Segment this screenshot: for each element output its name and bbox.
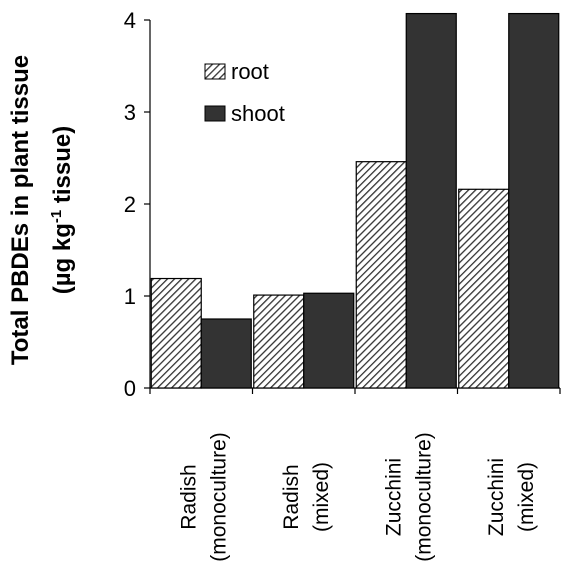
bar-root-0 [150,277,202,389]
y-tick-label: 4 [124,8,136,33]
bar-root-2 [355,161,407,389]
bars [150,12,560,389]
y-axis-label-unit-post: tissue) [49,126,76,210]
legend-swatch-root [204,63,226,80]
category-label-line: Zucchini [382,458,405,536]
y-axis-ticks: 0 1 2 3 4 [124,8,150,401]
y-tick-label: 0 [124,376,136,401]
y-tick-label: 3 [124,100,136,125]
x-axis-ticks [149,388,561,394]
y-axis-label: Total PBDEs in plant tissue (µg kg-1 tis… [7,55,76,365]
legend-label-root: root [231,59,269,84]
bar-root-1 [253,294,305,389]
bar-shoot-3 [508,12,560,389]
legend-label-shoot: shoot [231,101,285,126]
y-tick-label: 2 [124,192,136,217]
bar-shoot-2 [405,12,457,389]
bar-root-3 [458,188,510,389]
y-tick-label: 1 [124,284,136,309]
y-axis-label-unit-pre: (µg kg [49,223,76,294]
category-label-line: Radish [280,464,303,529]
category-label-line: Radish [177,464,200,529]
category-label-line: (monoculture) [207,432,230,562]
y-axis-label-line1: Total PBDEs in plant tissue [7,55,34,365]
category-label-line: (mixed) [310,462,333,532]
category-label-line: Zucchini [485,458,508,536]
legend: root shoot [204,59,285,126]
category-label-2: Zucchini (monoculture) [382,432,435,562]
category-label-line: (monoculture) [412,432,435,562]
legend-swatch-shoot [204,105,226,122]
bar-shoot-0 [200,318,252,389]
category-label-0: Radish (monoculture) [177,432,230,562]
category-labels: Radish (monoculture) Radish (mixed) Zucchini… [177,432,538,562]
category-label-1: Radish (mixed) [280,462,333,532]
category-label-3: Zucchini (mixed) [485,458,538,536]
y-axis-label-line2: (µg kg-1 tissue) [48,126,76,295]
bar-shoot-1 [303,292,355,389]
y-axis-label-unit-sup: -1 [48,210,65,223]
category-label-line: (mixed) [515,462,538,532]
